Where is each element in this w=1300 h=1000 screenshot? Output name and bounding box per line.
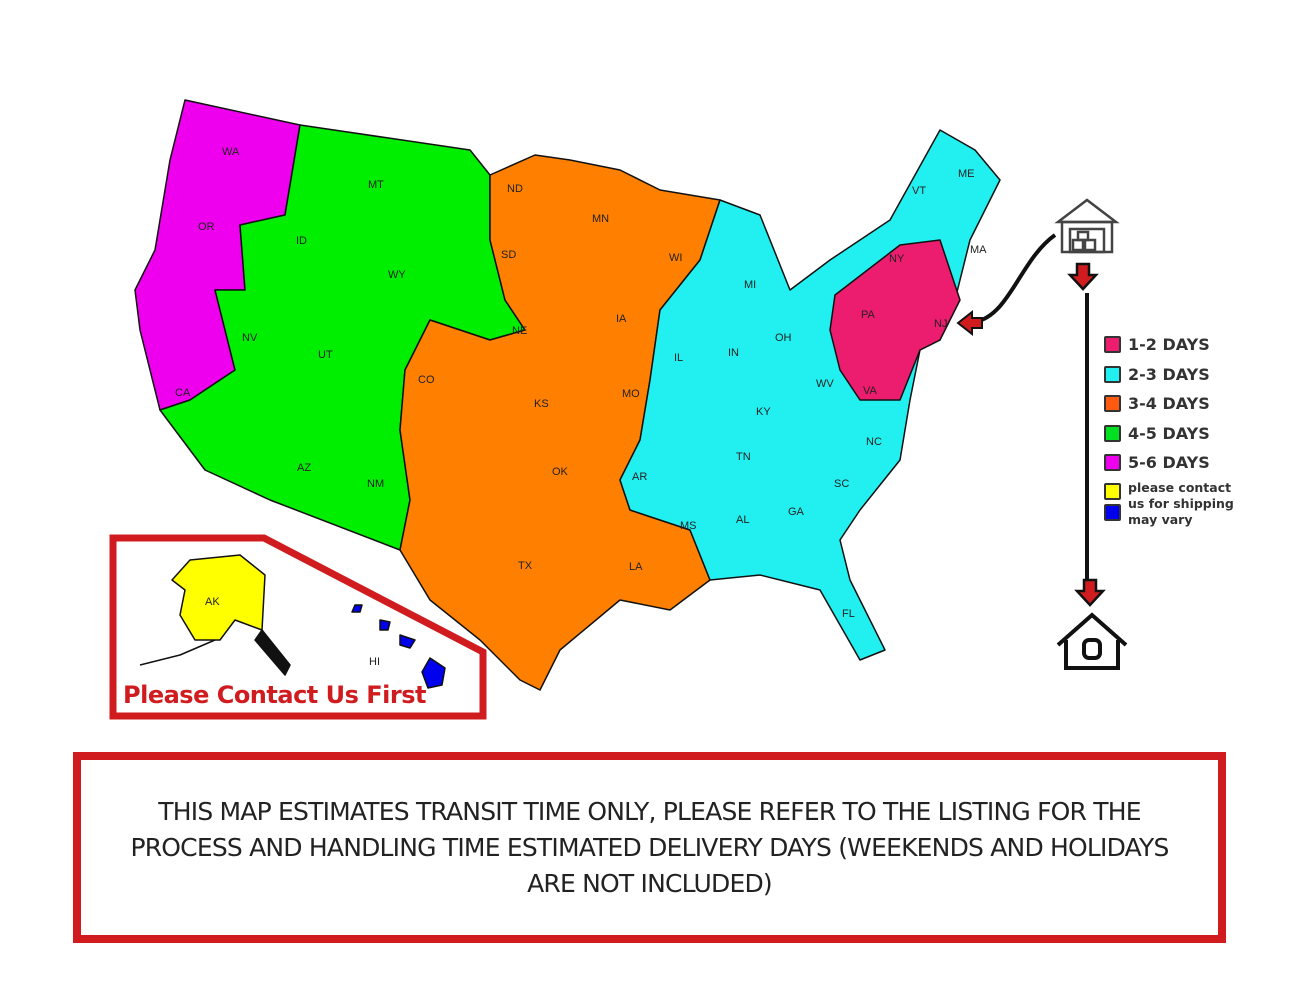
hawaii-islands bbox=[351, 604, 446, 689]
state-label-id: ID bbox=[296, 235, 307, 247]
state-label-wa: WA bbox=[222, 146, 240, 158]
state-label-wv: WV bbox=[816, 378, 834, 390]
legend-item-3-4-days: 3-4 DAYS bbox=[1104, 389, 1240, 419]
state-label-ne: NE bbox=[512, 325, 527, 337]
legend-label: 5-6 DAYS bbox=[1128, 453, 1210, 473]
state-label-in: IN bbox=[728, 347, 739, 359]
state-label-pa: PA bbox=[861, 309, 876, 321]
state-label-wi: WI bbox=[669, 252, 682, 264]
left-arrow-icon bbox=[956, 309, 983, 337]
warehouse-icon bbox=[1054, 198, 1120, 254]
state-label-mn: MN bbox=[592, 213, 609, 225]
state-label-az: AZ bbox=[297, 462, 311, 474]
zone-1-2-days bbox=[829, 239, 961, 401]
state-label-nm: NM bbox=[367, 478, 384, 490]
legend-label: 4-5 DAYS bbox=[1128, 423, 1210, 443]
legend-label: 1-2 DAYS bbox=[1128, 335, 1210, 355]
disclaimer-text: THIS MAP ESTIMATES TRANSIT TIME ONLY, PL… bbox=[130, 796, 1169, 898]
state-label-wy: WY bbox=[388, 269, 406, 281]
red-down-arrow-icon bbox=[1074, 578, 1106, 607]
state-label-ma: MA bbox=[970, 244, 987, 256]
disclaimer-box: THIS MAP ESTIMATES TRANSIT TIME ONLY, PL… bbox=[73, 752, 1226, 943]
state-label-oh: OH bbox=[775, 332, 792, 344]
legend-swatch bbox=[1104, 424, 1121, 442]
legend-label: 2-3 DAYS bbox=[1128, 364, 1210, 384]
state-label-ut: UT bbox=[318, 349, 333, 361]
state-label-ms: MS bbox=[680, 520, 697, 532]
legend-swatch bbox=[1104, 365, 1121, 383]
legend-swatch-yellow bbox=[1104, 482, 1121, 500]
state-label-sc: SC bbox=[834, 478, 849, 490]
state-label-nc: NC bbox=[866, 436, 882, 448]
alaska bbox=[171, 554, 266, 641]
legend-item-1-2-days: 1-2 DAYS bbox=[1104, 330, 1240, 360]
state-label-fl: FL bbox=[842, 608, 855, 620]
red-down-arrow-icon bbox=[1067, 262, 1099, 291]
state-label-la: LA bbox=[629, 561, 643, 573]
legend-item-contact: please contact us for shipping may vary bbox=[1104, 480, 1240, 528]
house-icon bbox=[1056, 612, 1128, 670]
inset-border bbox=[109, 534, 487, 720]
legend: 1-2 DAYS 2-3 DAYS 3-4 DAYS 4-5 DAYS 5-6 … bbox=[1104, 330, 1240, 528]
state-label-tx: TX bbox=[518, 560, 533, 572]
legend-swatch bbox=[1104, 336, 1121, 354]
state-label-mt: MT bbox=[368, 179, 384, 191]
state-label-sd: SD bbox=[501, 249, 516, 261]
state-label-vt: VT bbox=[912, 185, 926, 197]
state-label-nj: NJ bbox=[934, 318, 947, 330]
legend-swatch bbox=[1104, 395, 1121, 413]
state-label-va: VA bbox=[863, 385, 878, 397]
state-label-hi: HI bbox=[369, 656, 380, 668]
state-label-nd: ND bbox=[507, 183, 523, 195]
legend-swatch bbox=[1104, 454, 1121, 472]
state-label-ok: OK bbox=[552, 466, 569, 478]
aleutian-islands bbox=[139, 639, 216, 666]
state-label-ga: GA bbox=[788, 506, 805, 518]
state-label-mo: MO bbox=[622, 388, 640, 400]
legend-item-4-5-days: 4-5 DAYS bbox=[1104, 419, 1240, 449]
state-label-il: IL bbox=[674, 352, 683, 364]
legend-swatch-blue bbox=[1104, 503, 1121, 521]
legend-item-2-3-days: 2-3 DAYS bbox=[1104, 360, 1240, 390]
state-label-ak: AK bbox=[205, 596, 220, 608]
legend-label: 3-4 DAYS bbox=[1128, 394, 1210, 414]
state-label-co: CO bbox=[418, 374, 435, 386]
state-label-mi: MI bbox=[744, 279, 756, 291]
state-label-me: ME bbox=[958, 168, 975, 180]
state-label-ky: KY bbox=[756, 406, 771, 418]
state-label-or: OR bbox=[198, 221, 215, 233]
legend-note: please contact us for shipping may vary bbox=[1128, 479, 1234, 527]
state-label-al: AL bbox=[736, 514, 749, 526]
state-label-ny: NY bbox=[889, 253, 905, 265]
state-labels: WA OR CA NV ID MT WY UT AZ NM CO ND SD N… bbox=[175, 146, 987, 668]
state-label-ca: CA bbox=[175, 387, 191, 399]
alaska-panhandle bbox=[254, 629, 291, 676]
state-label-ia: IA bbox=[616, 313, 627, 325]
origin-curve-line bbox=[974, 233, 1057, 324]
contact-first-text: Please Contact Us First bbox=[123, 681, 426, 709]
state-label-tn: TN bbox=[736, 451, 751, 463]
legend-item-5-6-days: 5-6 DAYS bbox=[1104, 448, 1240, 478]
state-label-ks: KS bbox=[534, 398, 549, 410]
state-label-ar: AR bbox=[632, 471, 647, 483]
state-label-nv: NV bbox=[242, 332, 258, 344]
